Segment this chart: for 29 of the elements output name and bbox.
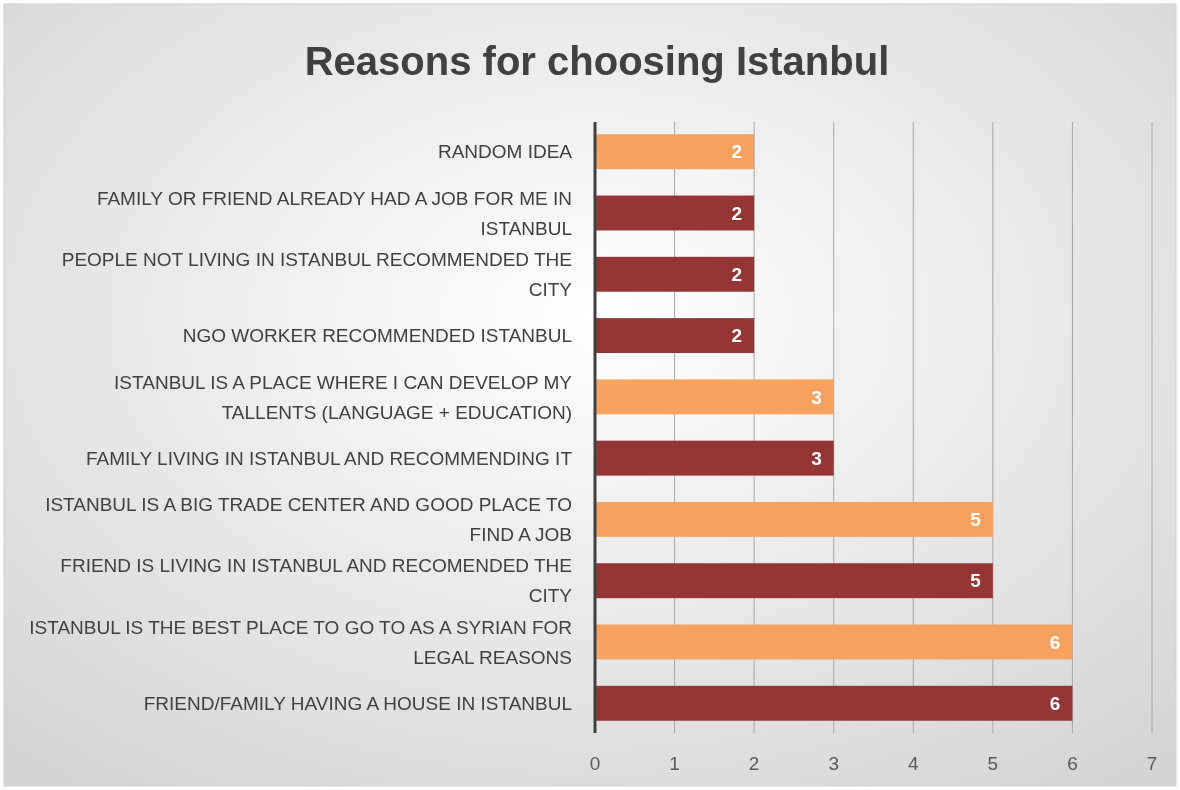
y-tick-label: FRIEND/FAMILY HAVING A HOUSE IN ISTANBUL xyxy=(143,692,572,714)
chart-title: Reasons for choosing Istanbul xyxy=(304,39,890,83)
y-tick-label: NGO WORKER RECOMMENDED ISTANBUL xyxy=(182,325,572,347)
y-tick-label: FAMILY LIVING IN ISTANBUL AND RECOMMENDING IT xyxy=(86,447,573,469)
x-tick-label: 4 xyxy=(908,753,919,774)
data-label: 6 xyxy=(1049,631,1061,653)
y-tick-label: FAMILY OR FRIEND ALREADY HAD A JOB FOR ME IN ISTANBUL xyxy=(96,187,572,239)
x-tick-label: 2 xyxy=(748,753,760,774)
data-label: 2 xyxy=(731,141,743,163)
y-tick-label: ISTANBUL IS A BIG TRADE CENTER AND GOOD PLACE TO FIND A JOB xyxy=(45,494,572,546)
x-tick-label: 3 xyxy=(828,753,839,774)
data-label: 3 xyxy=(811,447,822,469)
data-label: 2 xyxy=(731,263,743,285)
data-label: 2 xyxy=(731,325,743,347)
data-label: 5 xyxy=(970,570,982,592)
x-tick-label: 6 xyxy=(1067,753,1078,774)
x-tick-label: 7 xyxy=(1146,753,1158,774)
x-tick-label: 0 xyxy=(589,753,601,774)
x-tick-label: 1 xyxy=(669,753,680,774)
data-label: 6 xyxy=(1049,692,1061,714)
data-label: 2 xyxy=(731,202,743,224)
y-tick-label: PEOPLE NOT LIVING IN ISTANBUL RECOMMENDED THE CITY xyxy=(61,248,573,300)
data-label: 3 xyxy=(811,386,822,408)
y-tick-label: ISTANBUL IS A PLACE WHERE I CAN DEVELOP MY TALLENTS (LANGUAGE + EDUCATION) xyxy=(114,371,573,423)
y-tick-label: FRIEND IS LIVING IN ISTANBUL AND RECOMENDED THE CITY xyxy=(60,555,573,607)
x-tick-label: 5 xyxy=(987,753,999,774)
y-tick-label: RANDOM IDEA xyxy=(437,141,573,163)
y-tick-label: ISTANBUL IS THE BEST PLACE TO GO TO AS A SYRIAN FOR LEGAL REASONS xyxy=(29,616,572,668)
data-label: 5 xyxy=(970,509,982,531)
